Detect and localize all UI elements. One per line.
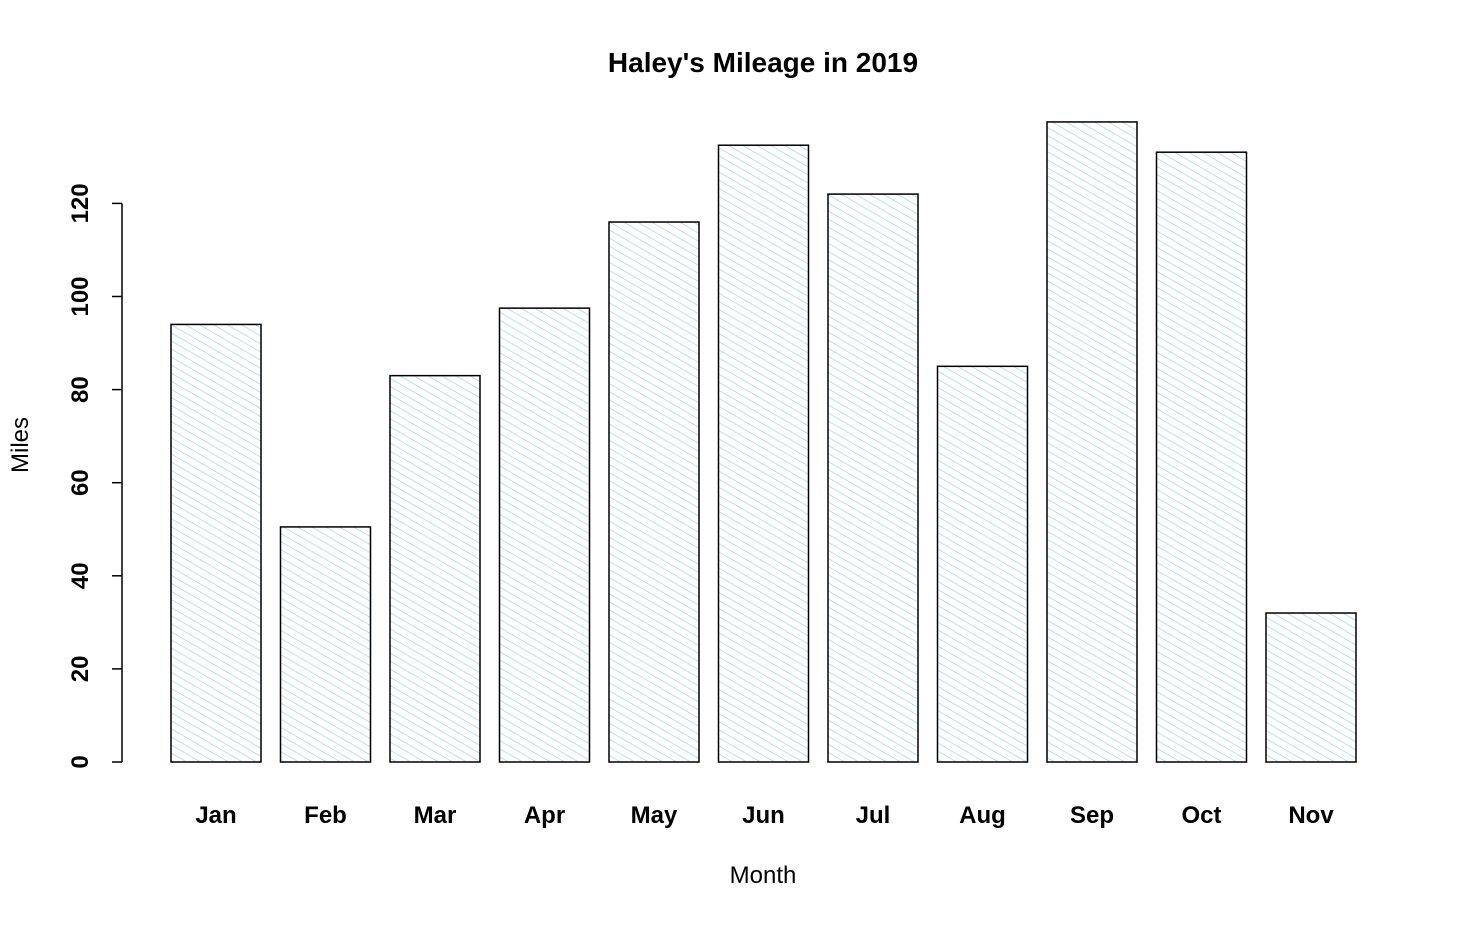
bar-oct	[1156, 152, 1247, 762]
y-tick-label-0: 0	[67, 755, 94, 768]
y-tick-label-120: 120	[67, 183, 94, 223]
bar-outline-aug	[936, 365, 1029, 763]
x-tick-label-jul: Jul	[856, 802, 891, 829]
bar-outline-oct	[1155, 151, 1248, 763]
bar-outline-mar	[389, 374, 481, 763]
bar-sep	[1047, 121, 1137, 762]
x-tick-label-feb: Feb	[304, 802, 347, 829]
bar-outline-apr	[498, 307, 591, 763]
x-tick-label-may: May	[631, 802, 678, 829]
chart-title: Haley's Mileage in 2019	[608, 47, 918, 78]
x-axis-labels: Jan Feb Mar Apr May Jun Jul Aug Sep Oct Nov	[195, 802, 1334, 829]
bar-jul	[828, 194, 918, 763]
bar-jan	[171, 324, 261, 762]
x-tick-label-jan: Jan	[195, 802, 236, 829]
bar-outline-may	[608, 221, 700, 763]
bar-apr	[499, 308, 590, 762]
bar-outline-sep	[1046, 121, 1138, 763]
bar-outline-jul	[827, 193, 919, 763]
x-tick-label-apr: Apr	[524, 802, 565, 829]
y-tick-label-40: 40	[67, 562, 94, 589]
x-tick-label-nov: Nov	[1288, 802, 1334, 829]
y-tick-label-20: 20	[67, 656, 94, 683]
y-axis: 0 20 40 60 80 100 120	[67, 183, 123, 769]
y-tick-label-60: 60	[67, 469, 94, 496]
bar-outline-jan	[170, 323, 262, 763]
y-tick-label-100: 100	[67, 276, 94, 316]
bar-aug	[937, 366, 1028, 762]
y-tick-label-80: 80	[67, 376, 94, 403]
bar-may	[609, 222, 699, 762]
bar-nov	[1266, 613, 1356, 762]
bars-group	[170, 121, 1357, 763]
bar-feb	[280, 526, 371, 762]
x-tick-label-aug: Aug	[959, 802, 1006, 829]
x-tick-label-sep: Sep	[1070, 802, 1114, 829]
x-axis-title: Month	[730, 862, 797, 889]
bar-jun	[718, 145, 809, 762]
bar-outline-nov	[1265, 612, 1357, 763]
x-tick-label-oct: Oct	[1181, 802, 1221, 829]
x-tick-label-mar: Mar	[414, 802, 457, 829]
x-tick-label-jun: Jun	[742, 802, 785, 829]
y-axis-title: Miles	[7, 417, 34, 473]
bar-mar	[390, 375, 480, 762]
bar-outline-feb	[279, 526, 372, 763]
bar-outline-jun	[717, 144, 810, 763]
